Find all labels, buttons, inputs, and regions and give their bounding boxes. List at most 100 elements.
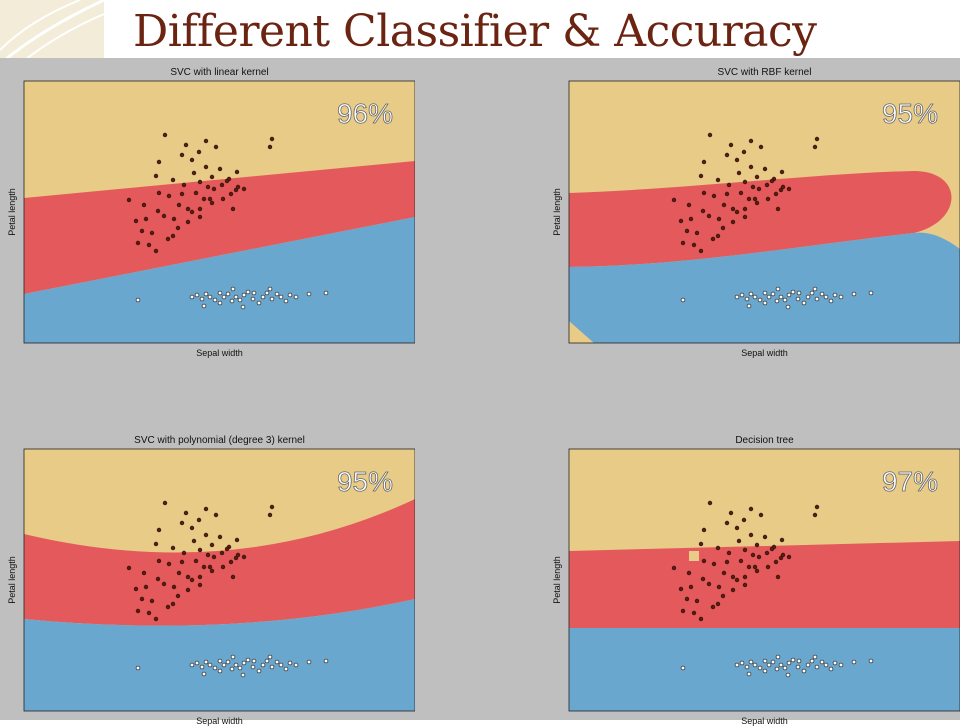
data-point — [739, 660, 745, 666]
data-point — [175, 225, 181, 231]
data-point — [237, 297, 243, 303]
data-point — [235, 552, 241, 558]
data-point — [715, 233, 721, 239]
data-point — [209, 200, 215, 206]
data-point — [135, 665, 141, 671]
data-point — [170, 233, 176, 239]
chart-panel-linear: SVC with linear kernel Sepal width Petal l… — [0, 58, 415, 358]
data-point — [230, 654, 236, 660]
data-point — [191, 538, 197, 544]
data-point — [762, 668, 768, 674]
data-point — [209, 568, 215, 574]
data-point — [823, 662, 829, 668]
data-point — [241, 186, 247, 192]
data-point — [213, 144, 219, 150]
data-point — [762, 534, 768, 540]
data-point — [688, 584, 694, 590]
data-point — [267, 144, 273, 150]
data-point — [795, 664, 801, 670]
data-point — [736, 538, 742, 544]
data-point — [245, 289, 251, 295]
data-point — [778, 187, 784, 193]
data-point — [220, 196, 226, 202]
data-point — [217, 668, 223, 674]
data-point — [203, 138, 209, 144]
data-point — [739, 292, 745, 298]
data-point — [153, 248, 159, 254]
data-point — [241, 292, 247, 298]
plot-frame — [23, 448, 415, 712]
data-point — [716, 584, 722, 590]
data-point — [191, 170, 197, 176]
data-point — [710, 236, 716, 242]
data-point — [796, 290, 802, 296]
data-point — [264, 658, 270, 664]
data-point — [228, 191, 234, 197]
data-point — [805, 662, 811, 668]
data-point — [224, 178, 230, 184]
data-point — [738, 558, 744, 564]
data-point — [785, 304, 791, 310]
data-point — [823, 294, 829, 300]
data-point — [230, 574, 236, 580]
data-point — [694, 230, 700, 236]
data-point — [229, 666, 235, 672]
data-point — [146, 242, 152, 248]
data-point — [170, 177, 176, 183]
data-point — [779, 537, 785, 543]
data-point — [698, 541, 704, 547]
plot-frame — [23, 80, 415, 344]
chart-title: Decision tree — [735, 435, 794, 446]
data-point — [217, 290, 223, 296]
data-point — [838, 662, 844, 668]
decision-region-middle — [569, 541, 960, 628]
data-point — [203, 164, 209, 170]
data-point — [278, 294, 284, 300]
data-point — [203, 506, 209, 512]
data-point — [710, 604, 716, 610]
data-point — [241, 660, 247, 666]
decision-region-middle — [24, 161, 415, 294]
data-point — [688, 216, 694, 222]
data-point — [868, 658, 874, 664]
data-point — [801, 668, 807, 674]
data-point — [269, 664, 275, 670]
data-point — [241, 554, 247, 560]
data-point — [189, 577, 195, 583]
data-point — [155, 208, 161, 214]
plot-frame — [568, 448, 960, 712]
data-point — [715, 545, 721, 551]
data-point — [207, 564, 213, 570]
y-axis-label: Petal length — [7, 556, 17, 604]
data-point — [135, 297, 141, 303]
data-point — [762, 166, 768, 172]
content-area: SVC with linear kernel Sepal width Petal l… — [0, 58, 960, 726]
data-point — [762, 290, 768, 296]
corner-ornament-icon — [0, 0, 104, 64]
data-point — [230, 206, 236, 212]
data-point — [750, 552, 756, 558]
data-point — [260, 294, 266, 300]
data-point — [770, 659, 776, 665]
data-point — [205, 184, 211, 190]
data-point — [240, 672, 246, 678]
y-axis-label: Petal length — [7, 188, 17, 236]
data-point — [161, 213, 167, 219]
data-point — [283, 666, 289, 672]
data-point — [207, 294, 213, 300]
data-point — [851, 291, 857, 297]
data-point — [786, 660, 792, 666]
data-point — [156, 558, 162, 564]
data-point — [199, 664, 205, 670]
data-point — [217, 534, 223, 540]
accuracy-label: 95% — [337, 466, 393, 497]
data-point — [194, 292, 200, 298]
chart-svg: SVC with RBF kernel Sepal width Petal leng… — [552, 67, 960, 358]
decision-region-top — [24, 81, 415, 198]
data-point — [819, 659, 825, 665]
data-point — [293, 662, 299, 668]
data-point — [851, 659, 857, 665]
chart-title: SVC with polynomial (degree 3) kernel — [134, 435, 305, 446]
data-point — [726, 550, 732, 556]
data-point — [251, 658, 257, 664]
